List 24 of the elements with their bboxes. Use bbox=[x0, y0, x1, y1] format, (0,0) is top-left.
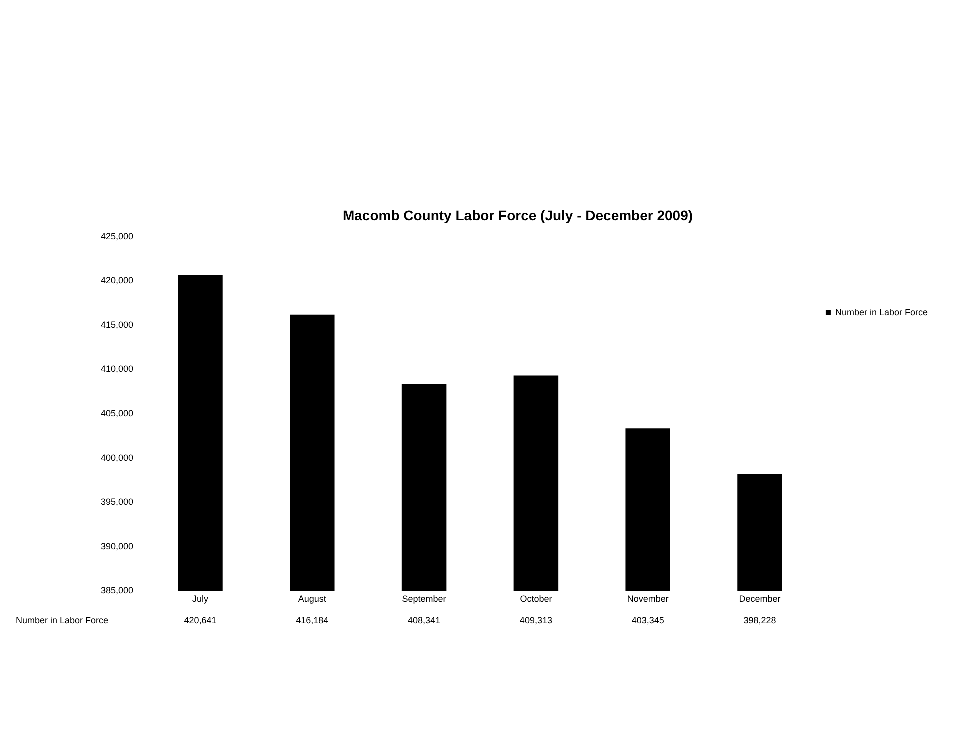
y-tick-label: 385,000 bbox=[100, 586, 134, 596]
data-label: 408,341 bbox=[408, 616, 441, 626]
y-tick-label: 420,000 bbox=[100, 276, 134, 286]
x-tick-label: July bbox=[192, 594, 209, 604]
y-tick-label: 425,000 bbox=[100, 231, 134, 242]
legend-label: Number in Labor Force bbox=[835, 307, 928, 318]
y-tick-label: 410,000 bbox=[100, 364, 134, 374]
x-tick-label: September bbox=[402, 594, 446, 604]
data-label: 420,641 bbox=[184, 616, 217, 626]
chart-title: Macomb County Labor Force (July - December 2009) bbox=[342, 207, 694, 224]
data-label: 409,313 bbox=[520, 616, 552, 626]
y-tick-label: 415,000 bbox=[100, 320, 134, 330]
y-tick-label: 400,000 bbox=[100, 452, 134, 463]
data-label: 403,345 bbox=[632, 616, 664, 626]
x-tick-label: August bbox=[298, 594, 327, 604]
x-tick-label: December bbox=[739, 594, 781, 604]
x-tick-label: October bbox=[520, 594, 552, 604]
text: Number in Labor Force bbox=[16, 616, 109, 626]
x-tick-label: November bbox=[627, 594, 669, 604]
y-tick-label: 395,000 bbox=[100, 497, 134, 508]
y-tick-label: 405,000 bbox=[100, 408, 134, 418]
data-label: 398,228 bbox=[744, 616, 776, 626]
y-tick-label: 390,000 bbox=[100, 541, 134, 552]
data-label: 416,184 bbox=[296, 616, 329, 626]
